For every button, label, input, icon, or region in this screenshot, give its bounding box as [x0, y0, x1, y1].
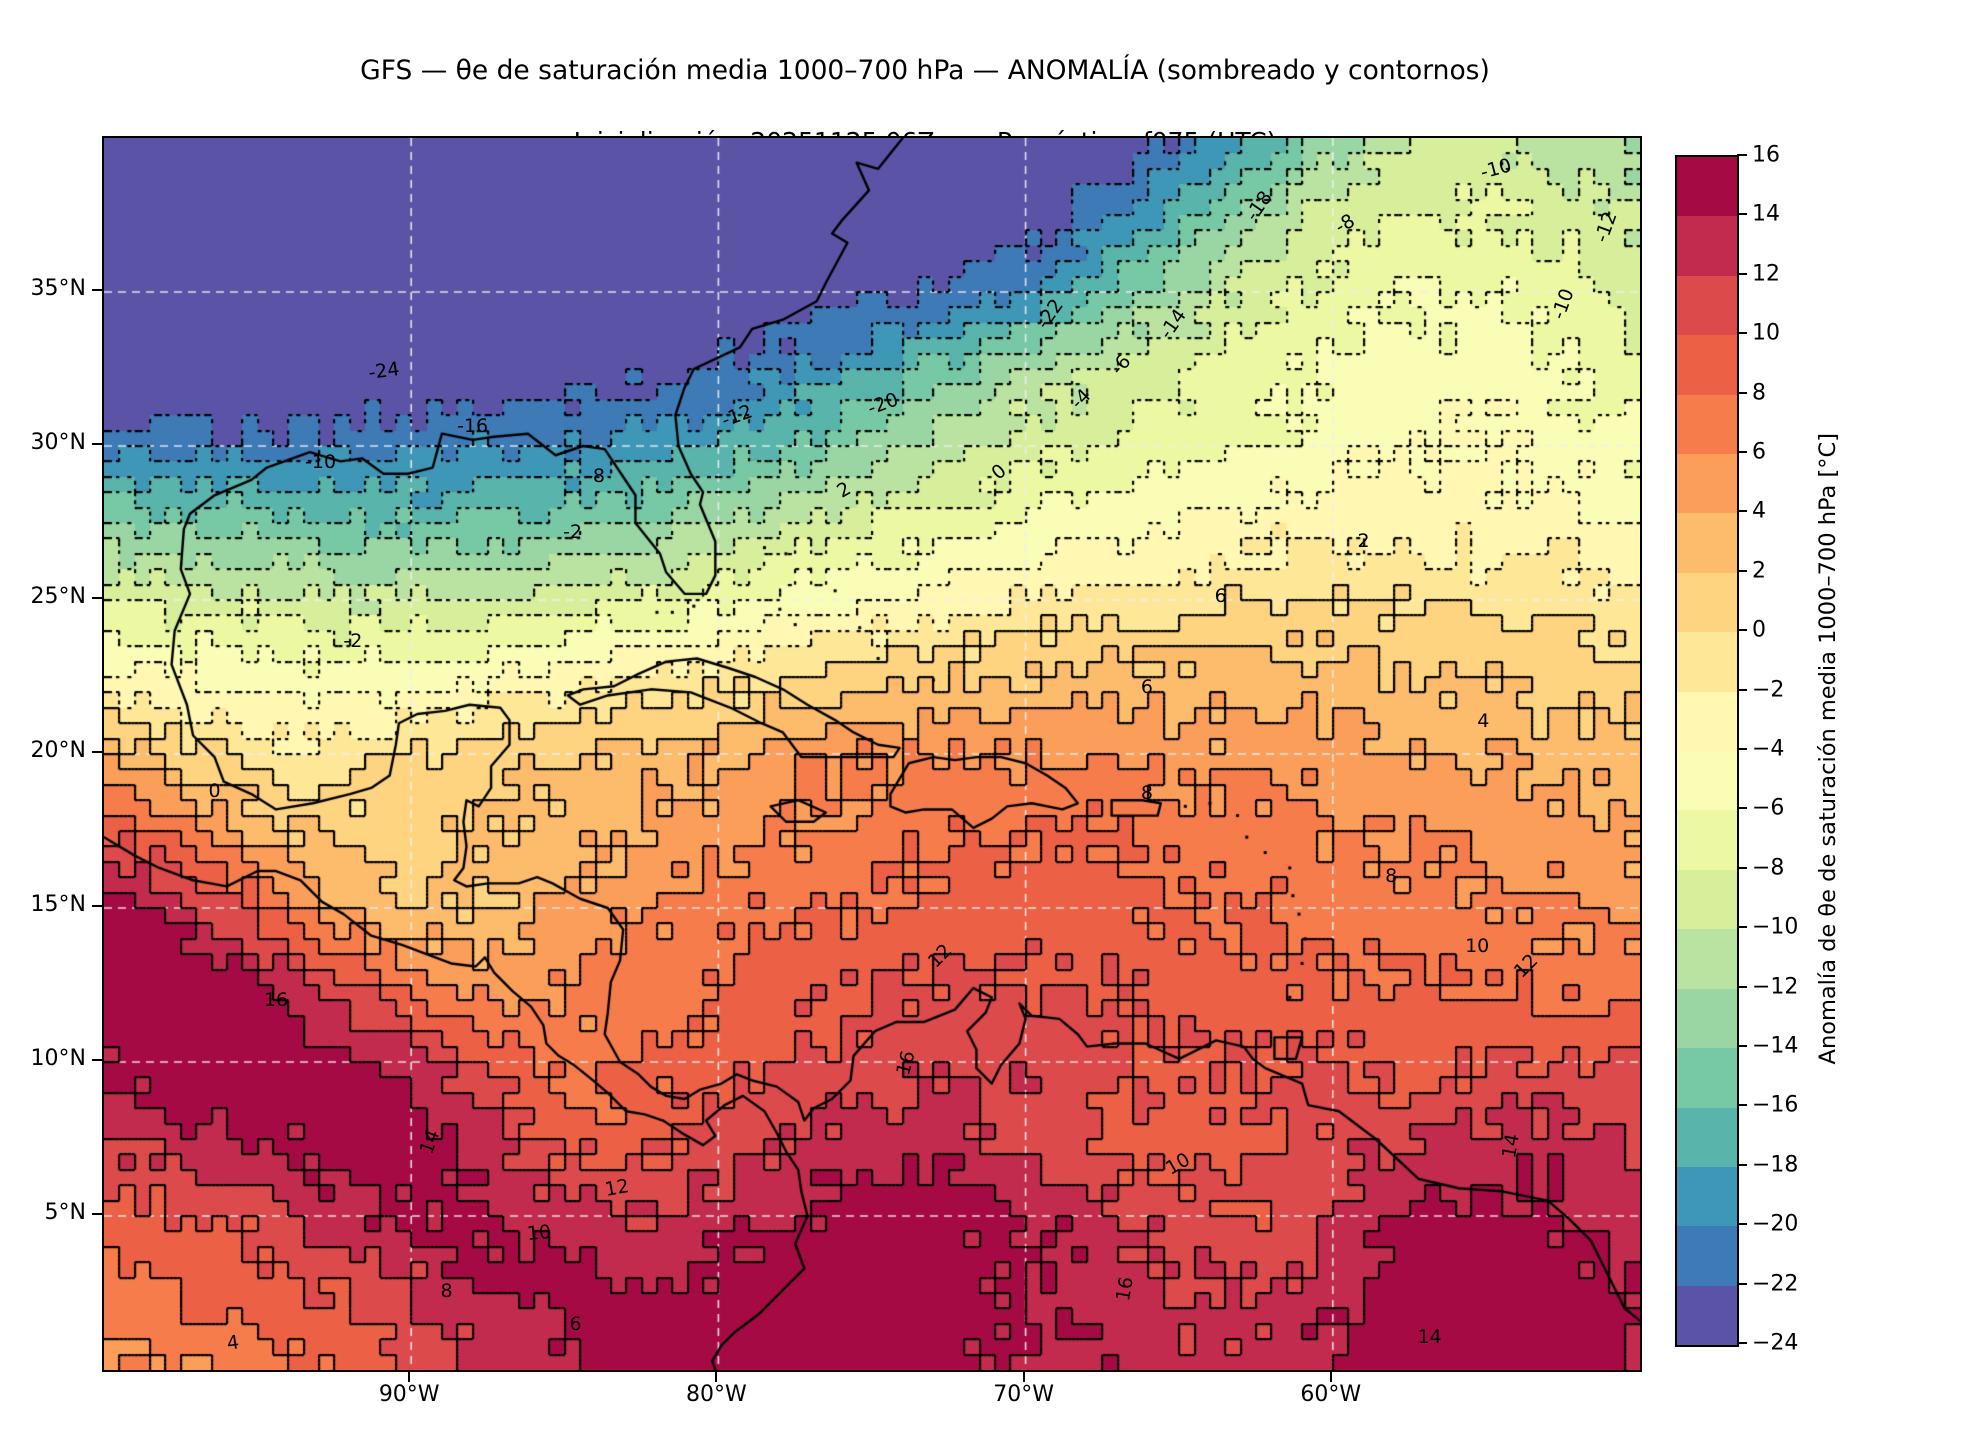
y-tick-label: 35°N: [30, 276, 86, 301]
colorbar-tick-label: 10: [1752, 320, 1780, 346]
colorbar-tick-mark: [1737, 391, 1747, 394]
y-tick-mark: [92, 1213, 102, 1215]
x-tick-label: 70°W: [993, 1382, 1054, 1407]
colorbar-tick-mark: [1737, 807, 1747, 810]
anomaly-map-canvas: [104, 138, 1640, 1370]
colorbar-segment: [1677, 513, 1737, 573]
colorbar-tick-label: 0: [1752, 617, 1766, 643]
colorbar-tick-mark: [1737, 985, 1747, 988]
colorbar-segment: [1677, 216, 1737, 276]
colorbar-tick-mark: [1737, 272, 1747, 275]
colorbar-tick-mark: [1737, 213, 1747, 216]
colorbar-segment: [1677, 929, 1737, 989]
x-tick-mark: [1022, 1372, 1025, 1382]
colorbar-tick-mark: [1737, 926, 1747, 929]
colorbar-tick-label: −8: [1752, 855, 1785, 881]
colorbar-tick-label: −12: [1752, 974, 1799, 1000]
colorbar-segment: [1677, 869, 1737, 930]
colorbar-segment: [1677, 810, 1737, 870]
y-tick-label: 5°N: [44, 1200, 86, 1225]
colorbar-segment: [1677, 394, 1737, 455]
colorbar-segment: [1677, 691, 1737, 752]
x-tick-mark: [715, 1372, 718, 1382]
colorbar-segment: [1677, 1226, 1737, 1286]
colorbar-tick-label: −16: [1752, 1092, 1799, 1118]
x-tick-label: 60°W: [1300, 1382, 1362, 1407]
colorbar-tick-mark: [1737, 510, 1747, 513]
colorbar-tick-mark: [1737, 332, 1747, 335]
chart-title: GFS — θe de saturación media 1000–700 hP…: [360, 55, 1490, 86]
colorbar-segment: [1677, 632, 1737, 692]
colorbar-tick-label: 2: [1752, 558, 1766, 584]
y-tick-mark: [92, 905, 102, 907]
x-tick-mark: [408, 1372, 411, 1382]
y-tick-mark: [92, 597, 102, 599]
colorbar-tick-label: −22: [1752, 1271, 1799, 1297]
colorbar-tick-label: 14: [1752, 201, 1780, 227]
colorbar-tick-mark: [1737, 629, 1747, 632]
y-tick-mark: [92, 289, 102, 291]
colorbar-tick-mark: [1737, 1342, 1747, 1344]
y-tick-mark: [92, 443, 102, 445]
colorbar-tick-label: 4: [1752, 498, 1766, 524]
colorbar-tick-label: −10: [1752, 914, 1799, 940]
y-tick-mark: [92, 1059, 102, 1061]
colorbar-tick-mark: [1737, 1045, 1747, 1047]
y-tick-label: 10°N: [30, 1046, 86, 1071]
colorbar-tick-label: −20: [1752, 1211, 1799, 1237]
colorbar-tick-mark: [1737, 688, 1747, 691]
colorbar-tick-label: 6: [1752, 439, 1766, 465]
colorbar-segment: [1677, 751, 1737, 811]
colorbar-segment: [1677, 1048, 1737, 1108]
colorbar-segment: [1677, 454, 1737, 514]
y-tick-mark: [92, 751, 102, 753]
colorbar: [1675, 155, 1739, 1347]
x-tick-label: 90°W: [378, 1382, 440, 1407]
colorbar-tick-label: 8: [1752, 380, 1766, 406]
colorbar-segment: [1677, 335, 1737, 395]
colorbar-tick-mark: [1737, 569, 1747, 572]
colorbar-tick-label: −2: [1752, 677, 1785, 703]
colorbar-tick-mark: [1737, 154, 1747, 156]
colorbar-tick-label: −14: [1752, 1033, 1799, 1059]
colorbar-tick-label: −6: [1752, 795, 1785, 821]
colorbar-segment: [1677, 1285, 1737, 1346]
colorbar-tick-label: −18: [1752, 1152, 1799, 1178]
colorbar-tick-mark: [1737, 1163, 1747, 1166]
y-tick-label: 15°N: [30, 892, 86, 917]
colorbar-tick-mark: [1737, 748, 1747, 750]
colorbar-segment: [1677, 572, 1737, 633]
x-tick-label: 80°W: [686, 1382, 747, 1407]
colorbar-tick-label: −24: [1752, 1330, 1799, 1356]
colorbar-tick-mark: [1737, 866, 1747, 869]
y-tick-label: 30°N: [30, 430, 86, 455]
colorbar-tick-mark: [1737, 451, 1747, 453]
colorbar-segment: [1677, 1166, 1737, 1227]
colorbar-segment: [1677, 988, 1737, 1049]
colorbar-tick-mark: [1737, 1104, 1747, 1107]
map-plot-area: -24 -20 -22 -18 -14 -16 -12 -12 -10 -10 -10 -8 -8 -6-…: [102, 136, 1642, 1372]
x-tick-mark: [1329, 1372, 1332, 1382]
colorbar-title-wrap: Anomalía de θe de saturación media 1000–…: [1806, 155, 1850, 1343]
colorbar-tick-label: 12: [1752, 261, 1780, 287]
y-tick-label: 25°N: [30, 584, 86, 609]
colorbar-tick-mark: [1737, 1282, 1747, 1285]
colorbar-tick-label: 16: [1752, 142, 1780, 168]
y-tick-label: 20°N: [30, 738, 86, 763]
colorbar-segment: [1677, 275, 1737, 336]
colorbar-tick-label: −4: [1752, 736, 1785, 762]
colorbar-segment: [1677, 1107, 1737, 1167]
colorbar-title: Anomalía de θe de saturación media 1000–…: [1815, 433, 1841, 1065]
colorbar-tick-mark: [1737, 1223, 1747, 1226]
colorbar-segment: [1677, 157, 1737, 217]
